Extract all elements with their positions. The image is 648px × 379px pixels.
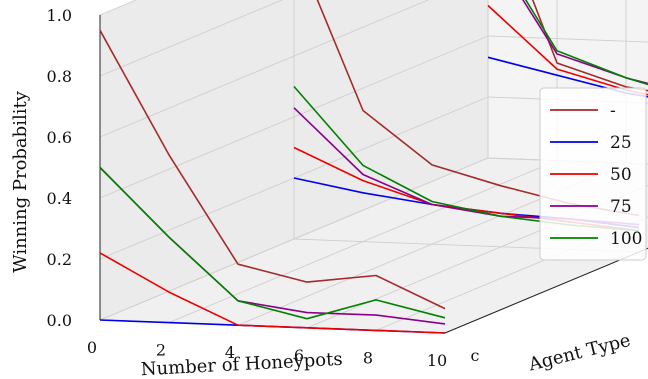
- x-tick-label: 6: [294, 346, 304, 365]
- series-line: [487, 56, 648, 98]
- x-tick-label: 10: [427, 351, 447, 370]
- z-tick-label: 0.6: [47, 128, 72, 147]
- y-tick-label: c: [471, 346, 480, 365]
- legend-label: 25: [610, 133, 632, 153]
- series-line: [99, 166, 446, 320]
- grid-z-side: [99, 0, 430, 138]
- floor-pane: [100, 158, 648, 333]
- series-line: [524, 0, 648, 86]
- series-line: [99, 29, 446, 310]
- x-tick-label: 8: [363, 348, 373, 367]
- z-tick-label: 0.4: [47, 189, 72, 208]
- z-tick-label: 0.0: [47, 311, 72, 330]
- grid-z-back: [487, 35, 648, 43]
- x-tick-label: 0: [87, 338, 97, 357]
- legend-label: 50: [610, 165, 632, 185]
- x-axis-label: Number of Honeypots: [140, 349, 343, 379]
- series-line: [487, 4, 648, 96]
- legend-label: 75: [610, 197, 632, 217]
- grid-z-side: [99, 0, 284, 77]
- z-axis-label: Winning Probability: [10, 90, 31, 273]
- z-tick-label: 1.0: [47, 6, 72, 25]
- y-axis-label: Agent Type: [526, 330, 633, 376]
- z-tick-label: 0.2: [47, 250, 72, 269]
- x-tick-label: 4: [225, 343, 235, 362]
- series-line: [522, 0, 648, 85]
- legend: - 25 50 75 100: [539, 87, 647, 261]
- legend-label: -: [610, 101, 616, 121]
- grid-z-side: [99, 35, 489, 199]
- legend-label: 100: [610, 229, 642, 249]
- grid-z-side: [99, 157, 489, 321]
- z-tick-label: 0.8: [47, 67, 72, 86]
- tick-labels: 0246810cas0.00.20.40.60.81.0: [47, 6, 480, 370]
- x-tick-label: 2: [156, 341, 166, 360]
- series-line: [99, 252, 446, 334]
